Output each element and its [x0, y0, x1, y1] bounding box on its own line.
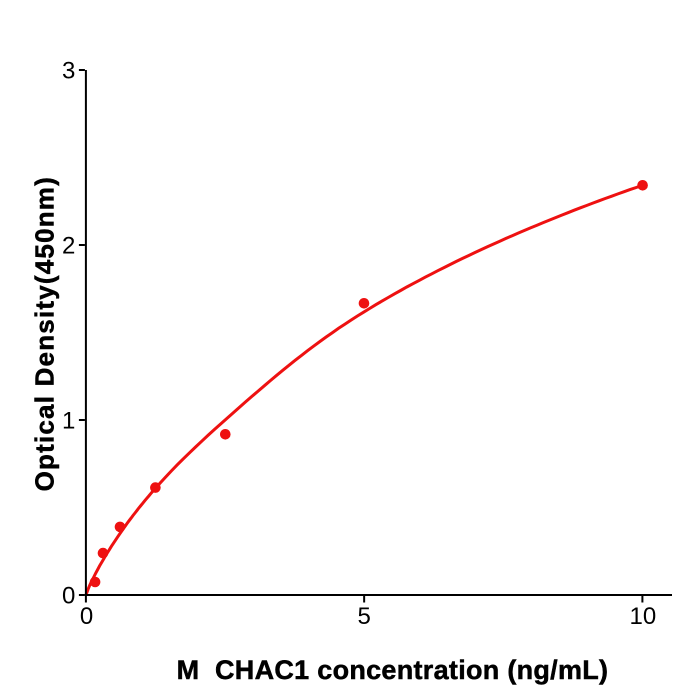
svg-text:2: 2 — [62, 233, 75, 260]
svg-text:3: 3 — [62, 58, 75, 85]
svg-text:0: 0 — [62, 583, 75, 610]
svg-text:0: 0 — [80, 603, 93, 630]
svg-text:10: 10 — [630, 603, 657, 630]
svg-text:Optical Density(450nm): Optical Density(450nm) — [30, 176, 60, 491]
svg-text:5: 5 — [357, 603, 370, 630]
svg-text:1: 1 — [62, 408, 75, 435]
svg-text:M CHAC1 concentration (ng/mL): M CHAC1 concentration (ng/mL) — [177, 655, 609, 685]
